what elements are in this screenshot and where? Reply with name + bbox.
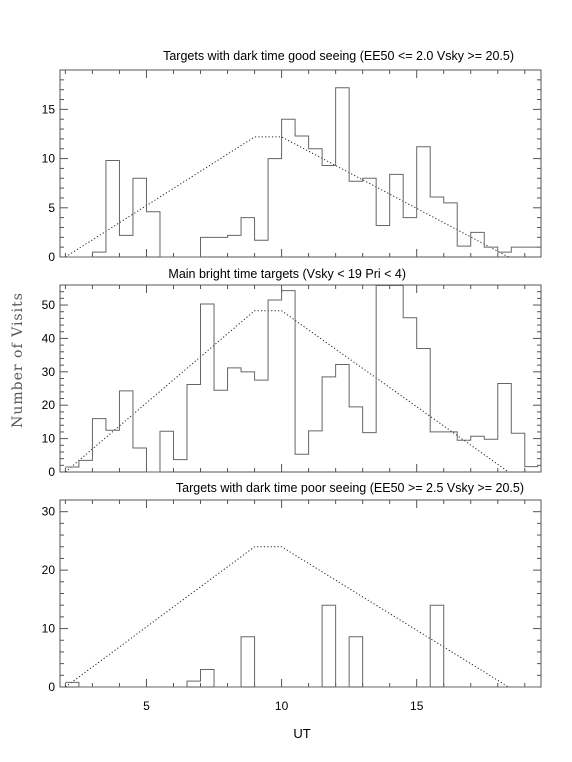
- y-tick-label: 0: [48, 465, 55, 479]
- y-tick-label: 10: [42, 622, 56, 636]
- panel-title: Main bright time targets (Vsky < 19 Pri …: [168, 267, 406, 281]
- histogram-series: [65, 87, 539, 258]
- y-tick-label: 0: [48, 250, 55, 264]
- y-tick-label: 30: [42, 365, 56, 379]
- histogram-series: [65, 604, 539, 688]
- y-tick-label: 20: [42, 563, 56, 577]
- y-tick-labels: 0 5 10 15: [42, 102, 56, 264]
- y-tick-label: 10: [42, 152, 56, 166]
- y-tick-labels: 0 10 20 30: [42, 505, 56, 694]
- x-tick-label: 15: [410, 699, 424, 713]
- y-tick-label: 0: [48, 680, 55, 694]
- x-tick-labels: 5 10 15: [143, 699, 424, 713]
- y-tick-label: 5: [48, 201, 55, 215]
- panel-bright-time: Main bright time targets (Vsky < 19 Pri …: [42, 267, 542, 479]
- histogram-series: [65, 285, 539, 473]
- panel-dark-good-seeing: Targets with dark time good seeing (EE50…: [42, 49, 542, 264]
- x-tick-label: 5: [143, 699, 150, 713]
- y-tick-label: 50: [42, 298, 56, 312]
- x-tick-label: 10: [275, 699, 289, 713]
- y-tick-label: 10: [42, 432, 56, 446]
- plot-frame: [59, 69, 542, 258]
- tick-marks: [60, 499, 541, 688]
- model-curve: [65, 546, 509, 688]
- y-tick-label: 20: [42, 398, 56, 412]
- panel-title: Targets with dark time good seeing (EE50…: [163, 49, 514, 63]
- y-tick-label: 40: [42, 331, 56, 345]
- y-axis-label: Number of Visits: [10, 292, 26, 428]
- x-axis-label: UT: [293, 726, 310, 741]
- panel-title: Targets with dark time poor seeing (EE50…: [176, 481, 524, 495]
- y-tick-label: 30: [42, 505, 56, 519]
- panel-dark-poor-seeing: Targets with dark time poor seeing (EE50…: [42, 481, 542, 694]
- tick-marks: [60, 284, 541, 473]
- y-tick-label: 15: [42, 102, 56, 116]
- y-tick-labels: 0 10 20 30 40 50: [42, 298, 56, 479]
